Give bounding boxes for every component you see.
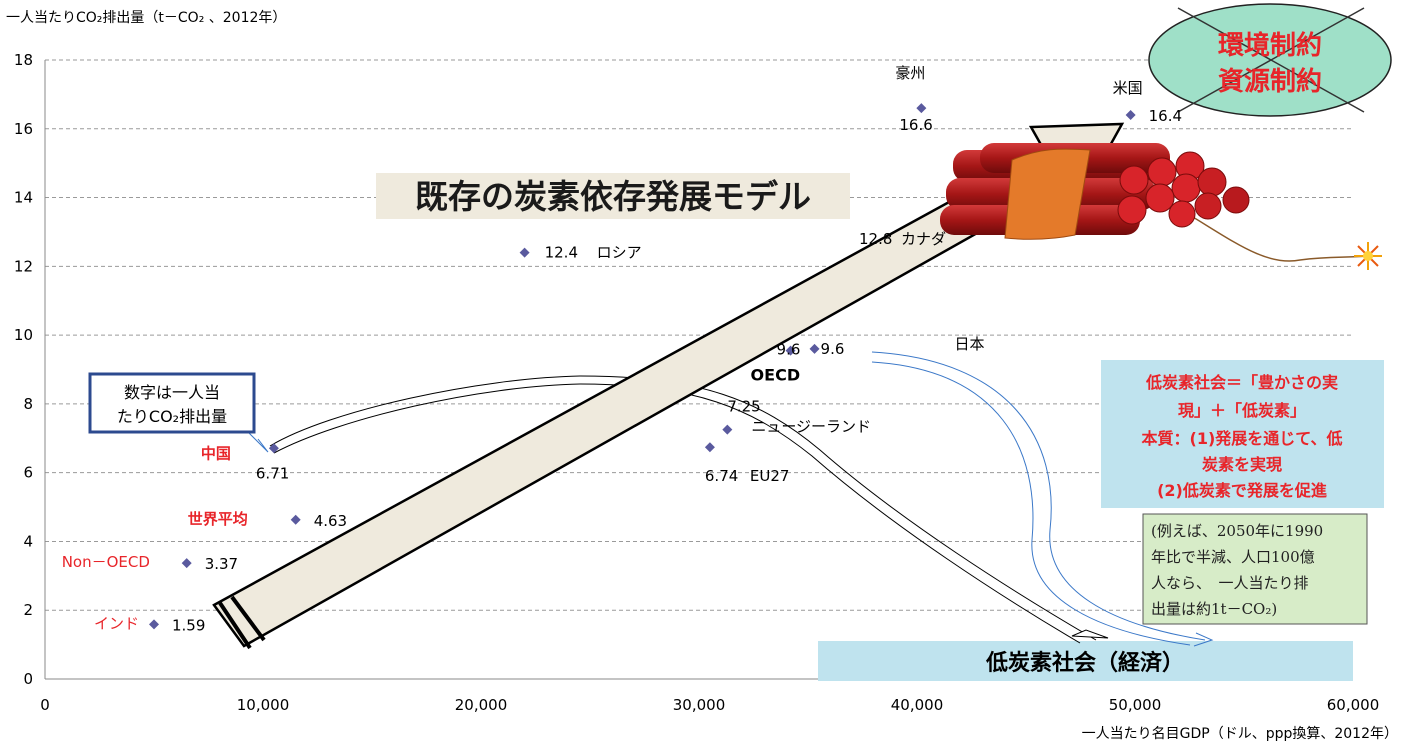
y-tick-label: 4: [23, 532, 33, 550]
blue-arrow-head: [1193, 632, 1214, 647]
data-point-marker: [809, 343, 820, 354]
x-tick-label: 40,000: [891, 696, 944, 714]
y-tick-label: 18: [14, 51, 33, 69]
big-arrow-label-bg: [376, 173, 850, 219]
x-tick-label: 50,000: [1109, 696, 1162, 714]
y-tick-label: 10: [14, 326, 33, 344]
data-point-value: 9.6: [777, 341, 801, 359]
curve-arrow-head: [1071, 629, 1109, 639]
blue-arrow-1: [871, 351, 1206, 641]
note-box: [88, 372, 256, 434]
data-point-name: インド: [94, 614, 139, 632]
y-tick-labels: 0 2 4 6 8 10 12 14 16 18: [14, 51, 33, 688]
lowcarbon-line5: (2)低炭素で発展を促進: [1157, 481, 1327, 500]
data-point-value: 16.4: [1149, 107, 1182, 125]
data-point-name: 米国: [1113, 79, 1143, 97]
data-point-value: 4.63: [314, 512, 347, 530]
data-point-marker: [722, 424, 733, 435]
y-tick-label: 2: [23, 601, 33, 619]
y-tick-label: 16: [14, 120, 33, 138]
data-point-name: OECD: [751, 366, 801, 385]
oval-text-2: 資源制約: [1218, 66, 1322, 97]
data-point-name: 日本: [955, 335, 985, 353]
y-tick-label: 6: [23, 464, 33, 482]
big-arrow-label: 既存の炭素依存発展モデル: [415, 177, 811, 216]
example-line1: (例えば、2050年に1990: [1151, 522, 1323, 540]
data-point-marker: [704, 442, 715, 453]
x-tick-label: 10,000: [237, 696, 290, 714]
example-box: [1142, 513, 1368, 625]
data-point-name: カナダ: [901, 230, 946, 248]
y-tick-label: 0: [23, 670, 33, 688]
data-point-value: 6.74: [705, 467, 738, 485]
example-line4: 出量は約1t－CO₂): [1151, 600, 1277, 618]
data-point-value: 12.4: [545, 244, 578, 262]
note-box-line1: 数字は一人当: [124, 383, 220, 402]
curve-arrow-outer: [269, 375, 1097, 641]
data-point-name: Non－OECD: [62, 553, 150, 571]
dynamite-icon: [940, 143, 1382, 270]
data-point-value: 16.6: [899, 116, 932, 134]
bottom-banner-text: 低炭素社会（経済）: [985, 650, 1184, 676]
lowcarbon-line3: 本質：(1)発展を通じて、低: [1142, 429, 1343, 448]
example-line2: 年比で半減、人口100億: [1151, 548, 1315, 566]
note-pointer-line: [243, 427, 269, 453]
data-point-name: ロシア: [597, 244, 642, 262]
lowcarbon-line1: 低炭素社会＝「豊かさの実: [1145, 373, 1338, 392]
lowcarbon-box: [1101, 360, 1384, 508]
y-tick-label: 12: [14, 257, 33, 275]
data-point-value: 7.25: [727, 398, 760, 416]
data-point-marker: [149, 619, 159, 630]
data-point-value: 3.37: [205, 555, 238, 573]
big-arrow-tail-stripe: [218, 601, 252, 650]
data-point-marker: [268, 443, 279, 454]
example-line3: 人なら、 一人当たり排: [1151, 574, 1309, 592]
lowcarbon-line2: 現」＋「低炭素」: [1178, 401, 1306, 420]
note-box-line2: たりCO₂排出量: [117, 407, 227, 426]
y-axis-title: 一人当たりCO₂排出量（t－CO₂ 、2012年）: [6, 10, 286, 26]
data-point-name: EU27: [750, 467, 790, 485]
data-point-marker: [290, 514, 301, 525]
data-points: インド 1.59 Non－OECD 3.37 世界平均 4.63 中国 6.71 ロシア 12.4…: [62, 64, 1182, 634]
curve-arrow-inner: [273, 383, 1081, 644]
data-point-value: 6.71: [256, 464, 289, 482]
x-tick-label: 60,000: [1327, 696, 1380, 714]
data-point-marker: [181, 558, 192, 569]
y-tick-label: 14: [14, 189, 33, 207]
data-point-marker: [519, 247, 530, 258]
data-point-value: 12.8: [859, 230, 892, 248]
data-point-name: 豪州: [895, 64, 925, 82]
x-tick-label: 0: [40, 696, 50, 714]
x-tick-label: 20,000: [455, 696, 508, 714]
y-tick-label: 8: [23, 395, 33, 413]
data-point-name: ニュージーランド: [751, 418, 871, 436]
data-point-value: 9.6: [821, 340, 845, 358]
bottom-banner-box: [818, 641, 1353, 681]
constraint-oval: 環境制約 資源制約: [1148, 3, 1392, 117]
x-axis-title: 一人当たり名目GDP（ドル、ppp換算、2012年）: [1082, 726, 1398, 742]
data-point-value: 1.59: [172, 616, 205, 634]
data-point-marker: [785, 345, 796, 356]
lowcarbon-line4: 炭素を実現: [1202, 455, 1282, 474]
x-tick-label: 30,000: [673, 696, 726, 714]
data-point-name: 中国: [201, 444, 231, 462]
big-arrow-tail-stripe-2: [230, 595, 266, 642]
blue-arrow-2: [871, 361, 1191, 646]
data-point-name: 世界平均: [188, 510, 248, 528]
data-point-marker: [1125, 110, 1136, 121]
x-tick-labels: 0 10,000 20,000 30,000 40,000 50,000 60,000: [40, 696, 1379, 714]
data-point-marker: [916, 103, 927, 114]
oval-text-1: 環境制約: [1218, 30, 1322, 61]
